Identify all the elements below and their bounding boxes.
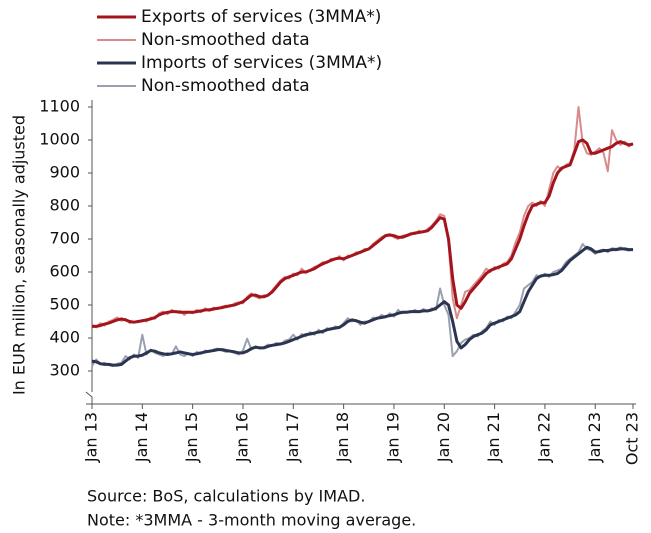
x-tick-label: Jan 14 [132, 412, 151, 463]
series-line [91, 245, 633, 367]
x-tick-label: Oct 23 [623, 412, 642, 465]
series-line [91, 106, 634, 329]
x-tick-label: Jan 22 [534, 412, 553, 463]
y-tick-label: 1000 [39, 130, 80, 149]
legend-label: Exports of services (3MMA*) [141, 7, 381, 27]
y-tick-label: 700 [49, 229, 80, 248]
legend-label: Imports of services (3MMA*) [141, 53, 382, 73]
y-tick-label: 400 [49, 328, 80, 347]
y-tick-label: 600 [49, 262, 80, 281]
y-tick-label: 500 [49, 295, 80, 314]
x-tick-label: Jan 23 [585, 412, 604, 463]
legend-label: Non-smoothed data [141, 30, 310, 50]
x-tick-label: Jan 15 [182, 412, 201, 463]
x-tick-label: Jan 19 [383, 412, 402, 463]
y-axis-label: In EUR million, seasonally adjusted [10, 115, 29, 395]
legend-label: Non-smoothed data [141, 76, 310, 96]
source: Source: BoS, calculations by IMAD. [87, 487, 365, 506]
x-tick-label: Jan 16 [232, 412, 251, 463]
x-tick-label: Jan 13 [82, 412, 101, 463]
y-tick-label: 800 [49, 196, 80, 215]
x-tick-label: Jan 21 [484, 412, 503, 463]
y-tick-label: 900 [49, 163, 80, 182]
y-tick-label: 1100 [39, 97, 80, 116]
x-tick-label: Jan 18 [333, 412, 352, 463]
x-tick-label: Jan 20 [434, 412, 453, 463]
axis-break [85, 391, 93, 405]
note: Note: *3MMA - 3-month moving average. [87, 511, 416, 530]
series-line [91, 243, 634, 368]
series-line [92, 138, 634, 328]
x-tick-label: Jan 17 [283, 412, 302, 463]
y-tick-label: 300 [49, 361, 80, 380]
